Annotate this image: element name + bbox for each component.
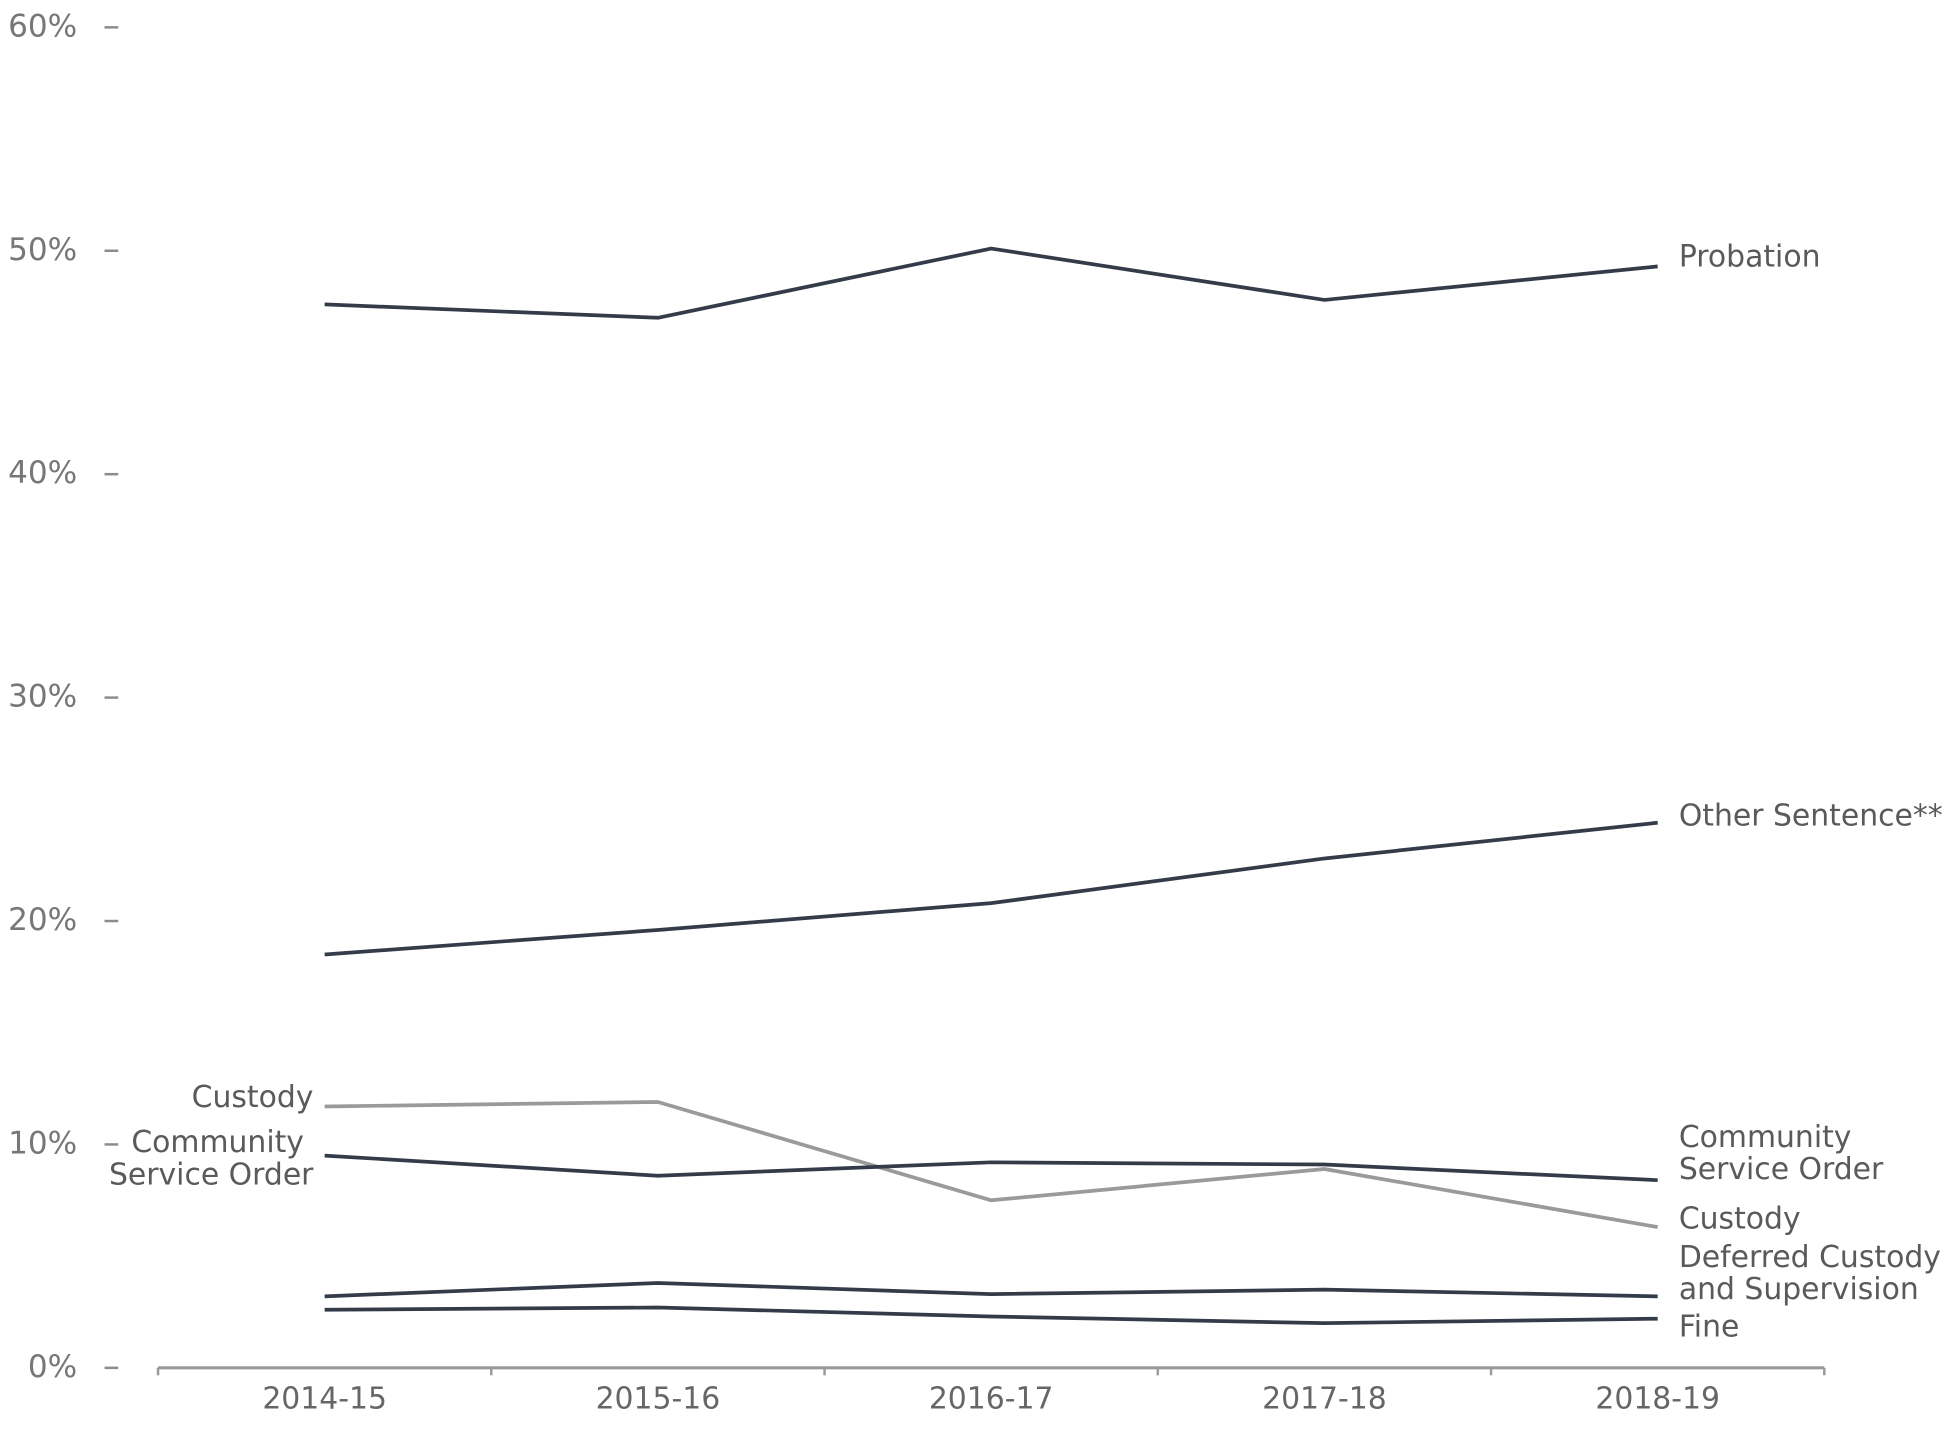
y-tick-label: 0% — [28, 1349, 77, 1385]
series-label: Deferred Custody and Supervision — [1679, 1239, 1950, 1306]
line-series — [324, 1100, 1659, 1229]
x-tick-label: 2015-16 — [596, 1382, 721, 1417]
y-tick-label: 60% — [8, 8, 77, 44]
series-label: Other Sentence** — [1679, 798, 1943, 833]
series-label: Community Service Order — [109, 1125, 314, 1192]
series-label: Fine — [1679, 1309, 1740, 1344]
line-series — [324, 246, 1658, 320]
series-label: Custody — [1679, 1201, 1801, 1236]
x-tick-label: 2016-17 — [929, 1382, 1054, 1417]
x-tick-label: 2014-15 — [262, 1382, 387, 1417]
y-tick-label: 30% — [8, 679, 77, 715]
line-series — [324, 1281, 1658, 1299]
line-series — [324, 1153, 1658, 1183]
y-tick-label: 10% — [8, 1125, 77, 1161]
y-tick-label: 40% — [8, 455, 77, 491]
series-label: Probation — [1679, 239, 1821, 274]
y-tick-label: 50% — [8, 232, 77, 268]
series-label: Community Service Order — [1679, 1119, 1884, 1186]
line-series — [324, 1305, 1658, 1326]
x-tick-label: 2018-19 — [1595, 1382, 1720, 1417]
series-label: Custody — [192, 1079, 314, 1114]
line-series — [324, 820, 1658, 957]
x-tick-label: 2017-18 — [1262, 1382, 1387, 1417]
y-tick-label: 20% — [8, 902, 77, 938]
